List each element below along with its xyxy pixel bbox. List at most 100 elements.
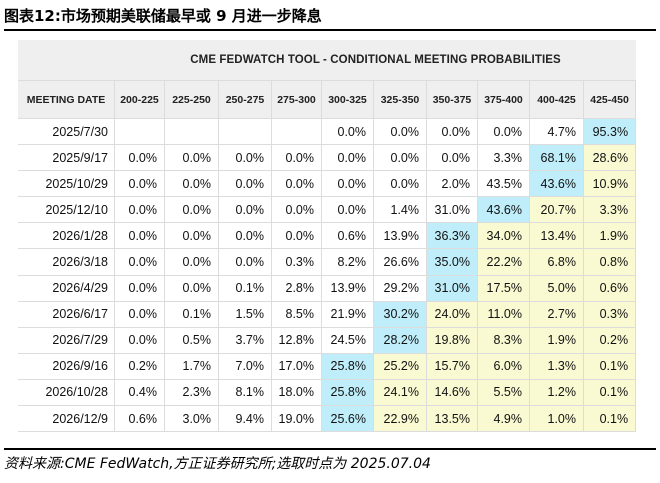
- probability-cell: [165, 119, 219, 146]
- probability-cell: 0.0%: [115, 275, 165, 302]
- meeting-date-cell: 2026/7/29: [18, 327, 115, 354]
- probability-cell: 0.0%: [219, 249, 272, 276]
- probability-cell: 0.0%: [374, 145, 427, 172]
- probability-cell: 1.7%: [165, 353, 219, 380]
- probability-cell: 22.2%: [478, 249, 530, 276]
- probability-cell: 9.4%: [219, 406, 272, 433]
- probability-cell: [219, 119, 272, 146]
- meeting-date-cell: 2026/6/17: [18, 301, 115, 328]
- table-row: 2026/4/29 0.0% 0.0% 0.1% 2.8% 13.9% 29.2% 31.0%…: [18, 275, 637, 302]
- probability-cell: 29.2%: [374, 275, 427, 302]
- rate-range-header: 375-400: [478, 81, 530, 119]
- figure-title: 图表12:市场预期美联储最早或 9 月进一步降息: [4, 3, 656, 31]
- probability-cell: 0.0%: [427, 119, 478, 146]
- tool-title-row: CME FEDWATCH TOOL - CONDITIONAL MEETING …: [18, 40, 637, 81]
- probability-cell: 5.0%: [530, 275, 584, 302]
- probability-cell: 1.4%: [374, 197, 427, 224]
- probability-cell: 3.3%: [584, 197, 637, 224]
- probability-cell: [115, 119, 165, 146]
- probability-cell: 10.9%: [584, 171, 637, 198]
- probability-cell: 0.0%: [165, 223, 219, 250]
- source-note: 资料来源:CME FedWatch,方正证券研究所;选取时点为 2025.07.…: [4, 448, 656, 478]
- probability-cell: 0.0%: [374, 119, 427, 146]
- probability-cell: 0.0%: [322, 197, 374, 224]
- probability-cell: 1.0%: [530, 406, 584, 433]
- table-row: 2026/12/9 0.6% 3.0% 9.4% 19.0% 25.6% 22.9% 13.5…: [18, 406, 637, 433]
- probability-cell: 0.6%: [115, 406, 165, 433]
- probability-cell: 0.0%: [272, 223, 322, 250]
- probability-cell: 19.0%: [272, 406, 322, 433]
- probability-cell: 0.0%: [165, 249, 219, 276]
- probability-cell: 43.6%: [478, 197, 530, 224]
- probability-cell: 1.9%: [530, 327, 584, 354]
- probability-cell: 24.5%: [322, 327, 374, 354]
- rate-range-header: 225-250: [165, 81, 219, 119]
- probability-cell: 13.5%: [427, 406, 478, 433]
- probability-cell: 17.0%: [272, 353, 322, 380]
- meeting-date-header: MEETING DATE: [18, 81, 115, 119]
- probability-cell: 0.4%: [115, 379, 165, 407]
- probability-cell: 31.0%: [427, 197, 478, 224]
- probability-cell: 7.0%: [219, 353, 272, 380]
- probability-cell: 1.3%: [530, 353, 584, 380]
- probability-cell: 0.1%: [584, 353, 637, 380]
- probability-cell: 17.5%: [478, 275, 530, 302]
- probability-cell: 31.0%: [427, 275, 478, 302]
- probability-cell: 6.0%: [478, 353, 530, 380]
- meeting-date-cell: 2026/4/29: [18, 275, 115, 302]
- probability-cell: 3.7%: [219, 327, 272, 354]
- probability-cell: 0.0%: [272, 145, 322, 172]
- probability-cell: 2.7%: [530, 301, 584, 328]
- probability-cell: 0.0%: [374, 171, 427, 198]
- probability-cell: 0.0%: [115, 249, 165, 276]
- probability-cell: 13.9%: [374, 223, 427, 250]
- probability-cell: 21.9%: [322, 301, 374, 328]
- table-row: 2026/9/16 0.2% 1.7% 7.0% 17.0% 25.8% 25.2% 15.7…: [18, 353, 637, 380]
- probability-cell: 0.0%: [165, 145, 219, 172]
- table-row: 2026/6/17 0.0% 0.1% 1.5% 8.5% 21.9% 30.2% 24.0%…: [18, 301, 637, 328]
- probability-cell: 1.9%: [584, 223, 637, 250]
- probability-cell: 0.2%: [584, 327, 637, 354]
- probability-cell: 24.1%: [374, 379, 427, 407]
- probability-cell: 0.0%: [427, 145, 478, 172]
- probability-cell: 4.9%: [478, 406, 530, 433]
- probability-cell: 68.1%: [530, 145, 584, 172]
- probability-cell: 8.2%: [322, 249, 374, 276]
- table-row: 2026/3/18 0.0% 0.0% 0.0% 0.3% 8.2% 26.6% 35.0% 2…: [18, 249, 637, 276]
- table-title: CME FEDWATCH TOOL - CONDITIONAL MEETING …: [115, 40, 637, 81]
- probability-cell: 0.5%: [165, 327, 219, 354]
- corner-cell: [18, 40, 115, 81]
- meeting-date-cell: 2026/1/28: [18, 223, 115, 250]
- rate-range-header: 200-225: [115, 81, 165, 119]
- table-row: 2025/7/30 0.0% 0.0% 0.0% 0.0% 4.7% 95.3%: [18, 119, 637, 146]
- probability-cell: 0.2%: [115, 353, 165, 380]
- meeting-date-cell: 2025/9/17: [18, 145, 115, 172]
- probability-cell: 12.8%: [272, 327, 322, 354]
- probability-cell: 0.0%: [165, 275, 219, 302]
- probability-cell: 0.0%: [165, 171, 219, 198]
- probability-cell: 3.0%: [165, 406, 219, 433]
- rate-range-header: 400-425: [530, 81, 584, 119]
- meeting-date-cell: 2025/10/29: [18, 171, 115, 198]
- probability-cell: 0.6%: [322, 223, 374, 250]
- probability-cell: 0.0%: [115, 145, 165, 172]
- probability-cell: 28.2%: [374, 327, 427, 354]
- probability-cell: 0.0%: [322, 119, 374, 146]
- meeting-date-cell: 2025/7/30: [18, 119, 115, 146]
- probability-cell: 0.0%: [219, 197, 272, 224]
- probability-cell: 0.0%: [219, 223, 272, 250]
- probability-cell: 1.5%: [219, 301, 272, 328]
- table-row: 2026/1/28 0.0% 0.0% 0.0% 0.0% 0.6% 13.9% 36.3% 3…: [18, 223, 637, 250]
- probability-cell: 0.0%: [115, 301, 165, 328]
- rate-range-header: 300-325: [322, 81, 374, 119]
- probability-cell: 0.0%: [272, 197, 322, 224]
- probability-cell: 34.0%: [478, 223, 530, 250]
- meeting-date-cell: 2026/12/9: [18, 406, 115, 433]
- probability-cell: 13.4%: [530, 223, 584, 250]
- rate-range-header: 325-350: [374, 81, 427, 119]
- probability-cell: 15.7%: [427, 353, 478, 380]
- probability-cell: 0.0%: [219, 171, 272, 198]
- probability-cell: 25.8%: [322, 353, 374, 380]
- probability-cell: 95.3%: [584, 119, 637, 146]
- probability-cell: 0.1%: [584, 406, 637, 433]
